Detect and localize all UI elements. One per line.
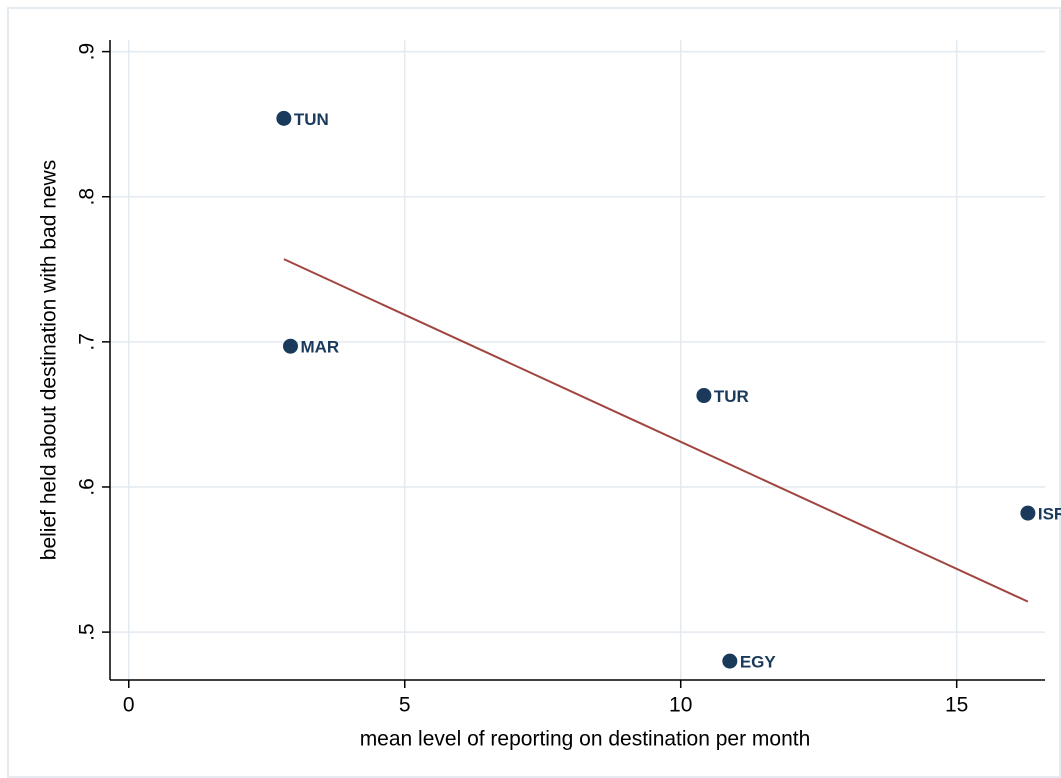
point xyxy=(696,388,712,404)
point xyxy=(1020,505,1036,521)
x-tick-label: 15 xyxy=(945,694,968,717)
y-tick-label: .6 xyxy=(76,478,99,496)
y-tick-label: .9 xyxy=(76,43,99,61)
point-label: MAR xyxy=(300,338,339,357)
x-tick-label: 5 xyxy=(399,694,411,717)
point xyxy=(276,110,292,126)
fit-line xyxy=(283,258,1029,603)
point-label: ISR xyxy=(1038,505,1061,524)
y-tick-label: .5 xyxy=(76,623,99,641)
y-tick-label: .8 xyxy=(76,188,99,206)
point xyxy=(722,653,738,669)
y-tick-label: .7 xyxy=(76,333,99,351)
point-label: EGY xyxy=(740,653,777,672)
point-label: TUR xyxy=(714,387,749,406)
x-tick-label: 10 xyxy=(669,694,692,717)
y-axis-title: belief held about destination with bad n… xyxy=(38,160,61,560)
point xyxy=(282,338,298,354)
frame xyxy=(7,7,1061,778)
x-axis-title: mean level of reporting on destination p… xyxy=(360,728,811,751)
x-tick-label: 0 xyxy=(123,694,135,717)
point-label: TUN xyxy=(294,110,329,129)
